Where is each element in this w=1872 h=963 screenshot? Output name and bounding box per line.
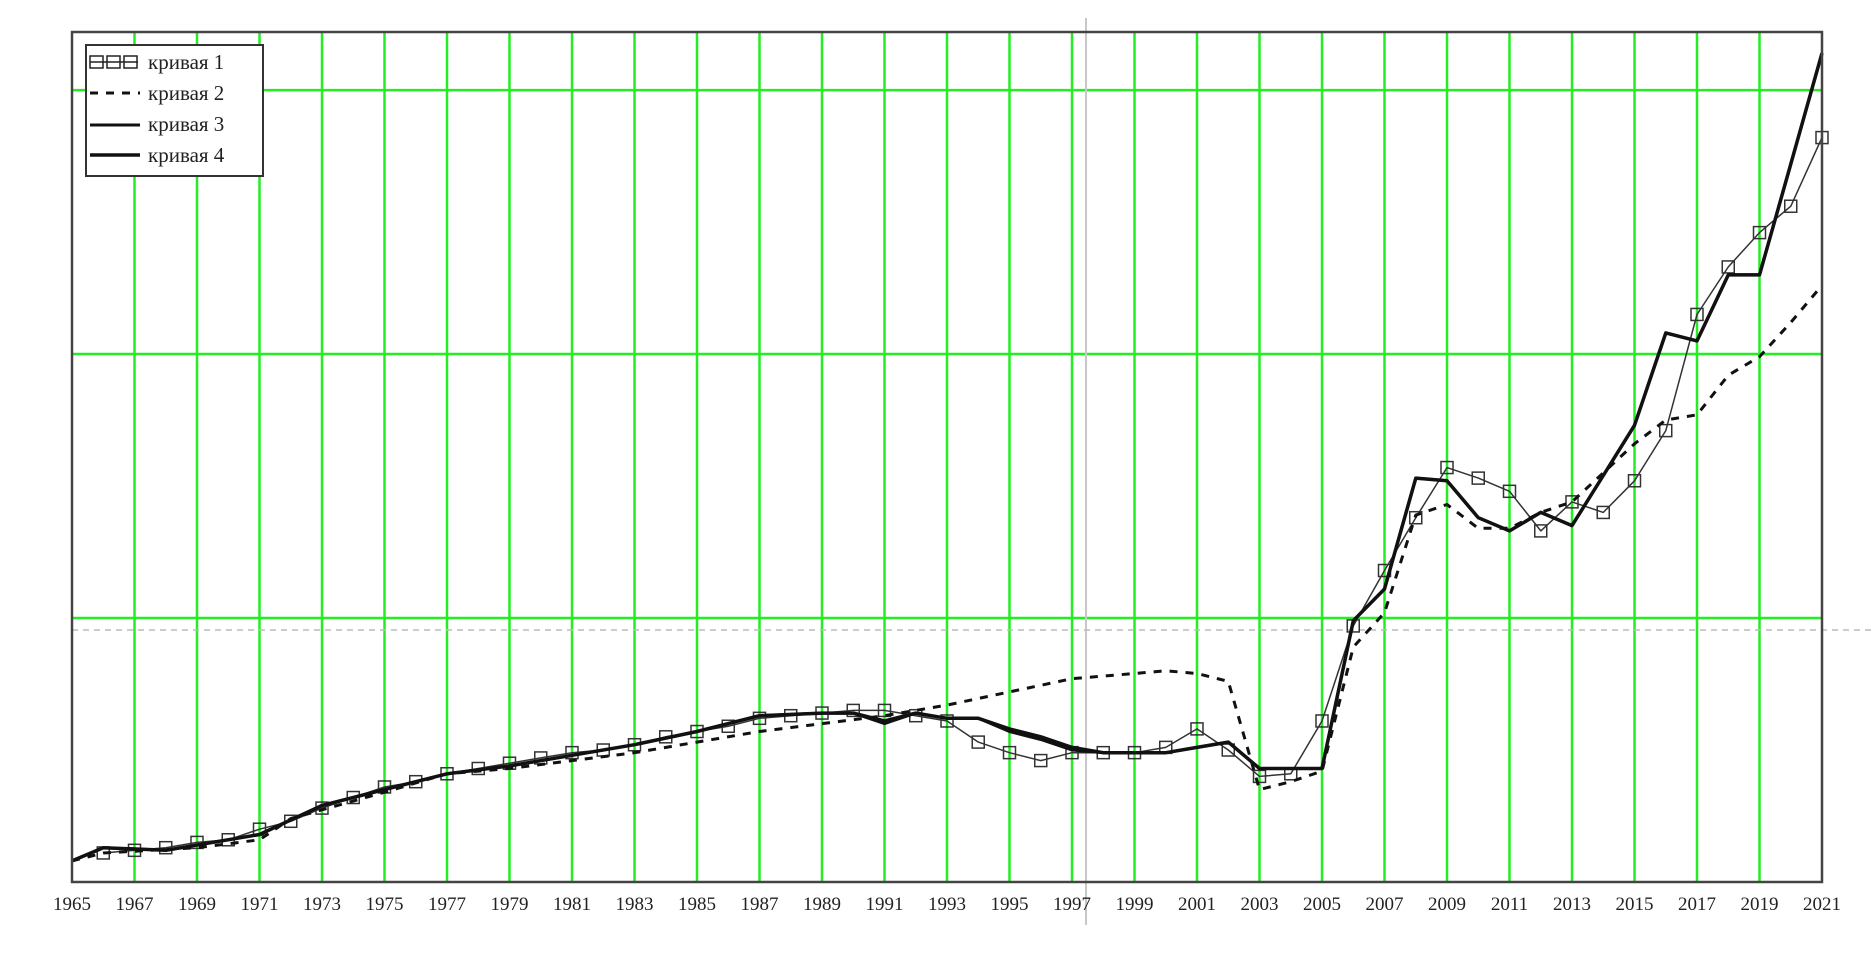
x-axis-ticks: 1965 1967 1969 1971 1973 1975 1977 1979 1981 1983… [53, 894, 1841, 915]
x-tick-label: 1981 [553, 894, 591, 915]
x-tick-label: 1985 [678, 894, 716, 915]
legend-label-4: кривая 4 [148, 143, 225, 167]
data-point-marker [1471, 471, 1485, 485]
legend: кривая 1 кривая 2 кривая 3 кривая 4 [85, 44, 264, 177]
x-tick-label: 1993 [928, 894, 966, 915]
x-tick-label: 2003 [1241, 894, 1279, 915]
x-tick-label: 1969 [178, 894, 216, 915]
grid [72, 32, 1822, 882]
data-point-marker [846, 703, 860, 718]
x-tick-label: 2021 [1803, 894, 1841, 915]
x-tick-label: 1979 [491, 894, 529, 915]
x-tick-label: 1977 [428, 894, 466, 915]
data-point-marker [877, 703, 892, 718]
data-point-marker [1440, 460, 1454, 475]
x-tick-label: 1991 [866, 894, 904, 915]
data-point-marker [1565, 495, 1579, 509]
x-tick-label: 2013 [1553, 894, 1591, 915]
x-tick-label: 2011 [1491, 894, 1528, 915]
x-tick-label: 2005 [1303, 894, 1341, 915]
data-point-marker [1034, 753, 1048, 768]
data-point-marker [1252, 769, 1267, 784]
data-point-marker [1502, 484, 1517, 499]
x-tick-label: 1999 [1116, 894, 1154, 915]
x-tick-label: 1995 [991, 894, 1029, 915]
x-tick-label: 2017 [1678, 894, 1716, 915]
x-tick-label: 1997 [1053, 894, 1091, 915]
x-tick-label: 1967 [116, 894, 154, 915]
x-tick-label: 1987 [741, 894, 779, 915]
data-point-marker [1002, 745, 1017, 760]
data-point-marker [1721, 260, 1735, 274]
data-point-marker [1659, 423, 1673, 438]
data-point-marker [1690, 307, 1704, 322]
data-point-marker [971, 735, 985, 749]
x-tick-label: 2009 [1428, 894, 1466, 915]
data-point-marker [1752, 225, 1767, 240]
x-tick-label: 1971 [241, 894, 279, 915]
legend-label-1: кривая 1 [148, 50, 224, 74]
x-tick-label: 2019 [1741, 894, 1779, 915]
data-point-marker [1596, 505, 1610, 520]
x-tick-label: 1983 [616, 894, 654, 915]
data-point-marker [1627, 474, 1642, 488]
legend-label-3: кривая 3 [148, 112, 224, 136]
x-tick-label: 1973 [303, 894, 341, 915]
plot-frame [70, 30, 1824, 884]
x-tick-label: 2007 [1366, 894, 1404, 915]
data-point-marker [1409, 510, 1423, 525]
data-point-marker [1534, 524, 1548, 538]
data-point-marker [1315, 714, 1329, 728]
x-tick-label: 1965 [53, 894, 91, 915]
x-tick-label: 2001 [1178, 894, 1216, 915]
legend-label-2: кривая 2 [148, 81, 224, 105]
series-line-1 [103, 137, 1823, 854]
x-tick-label: 1975 [366, 894, 404, 915]
series-line-4 [71, 52, 1824, 863]
x-tick-label: 2015 [1616, 894, 1654, 915]
data-point-marker [1784, 199, 1798, 213]
x-tick-label: 1989 [803, 894, 841, 915]
legend-swatch-1 [89, 55, 138, 69]
data-point-marker [1190, 722, 1204, 736]
series-layer [71, 52, 1829, 863]
data-point-marker [940, 714, 954, 728]
